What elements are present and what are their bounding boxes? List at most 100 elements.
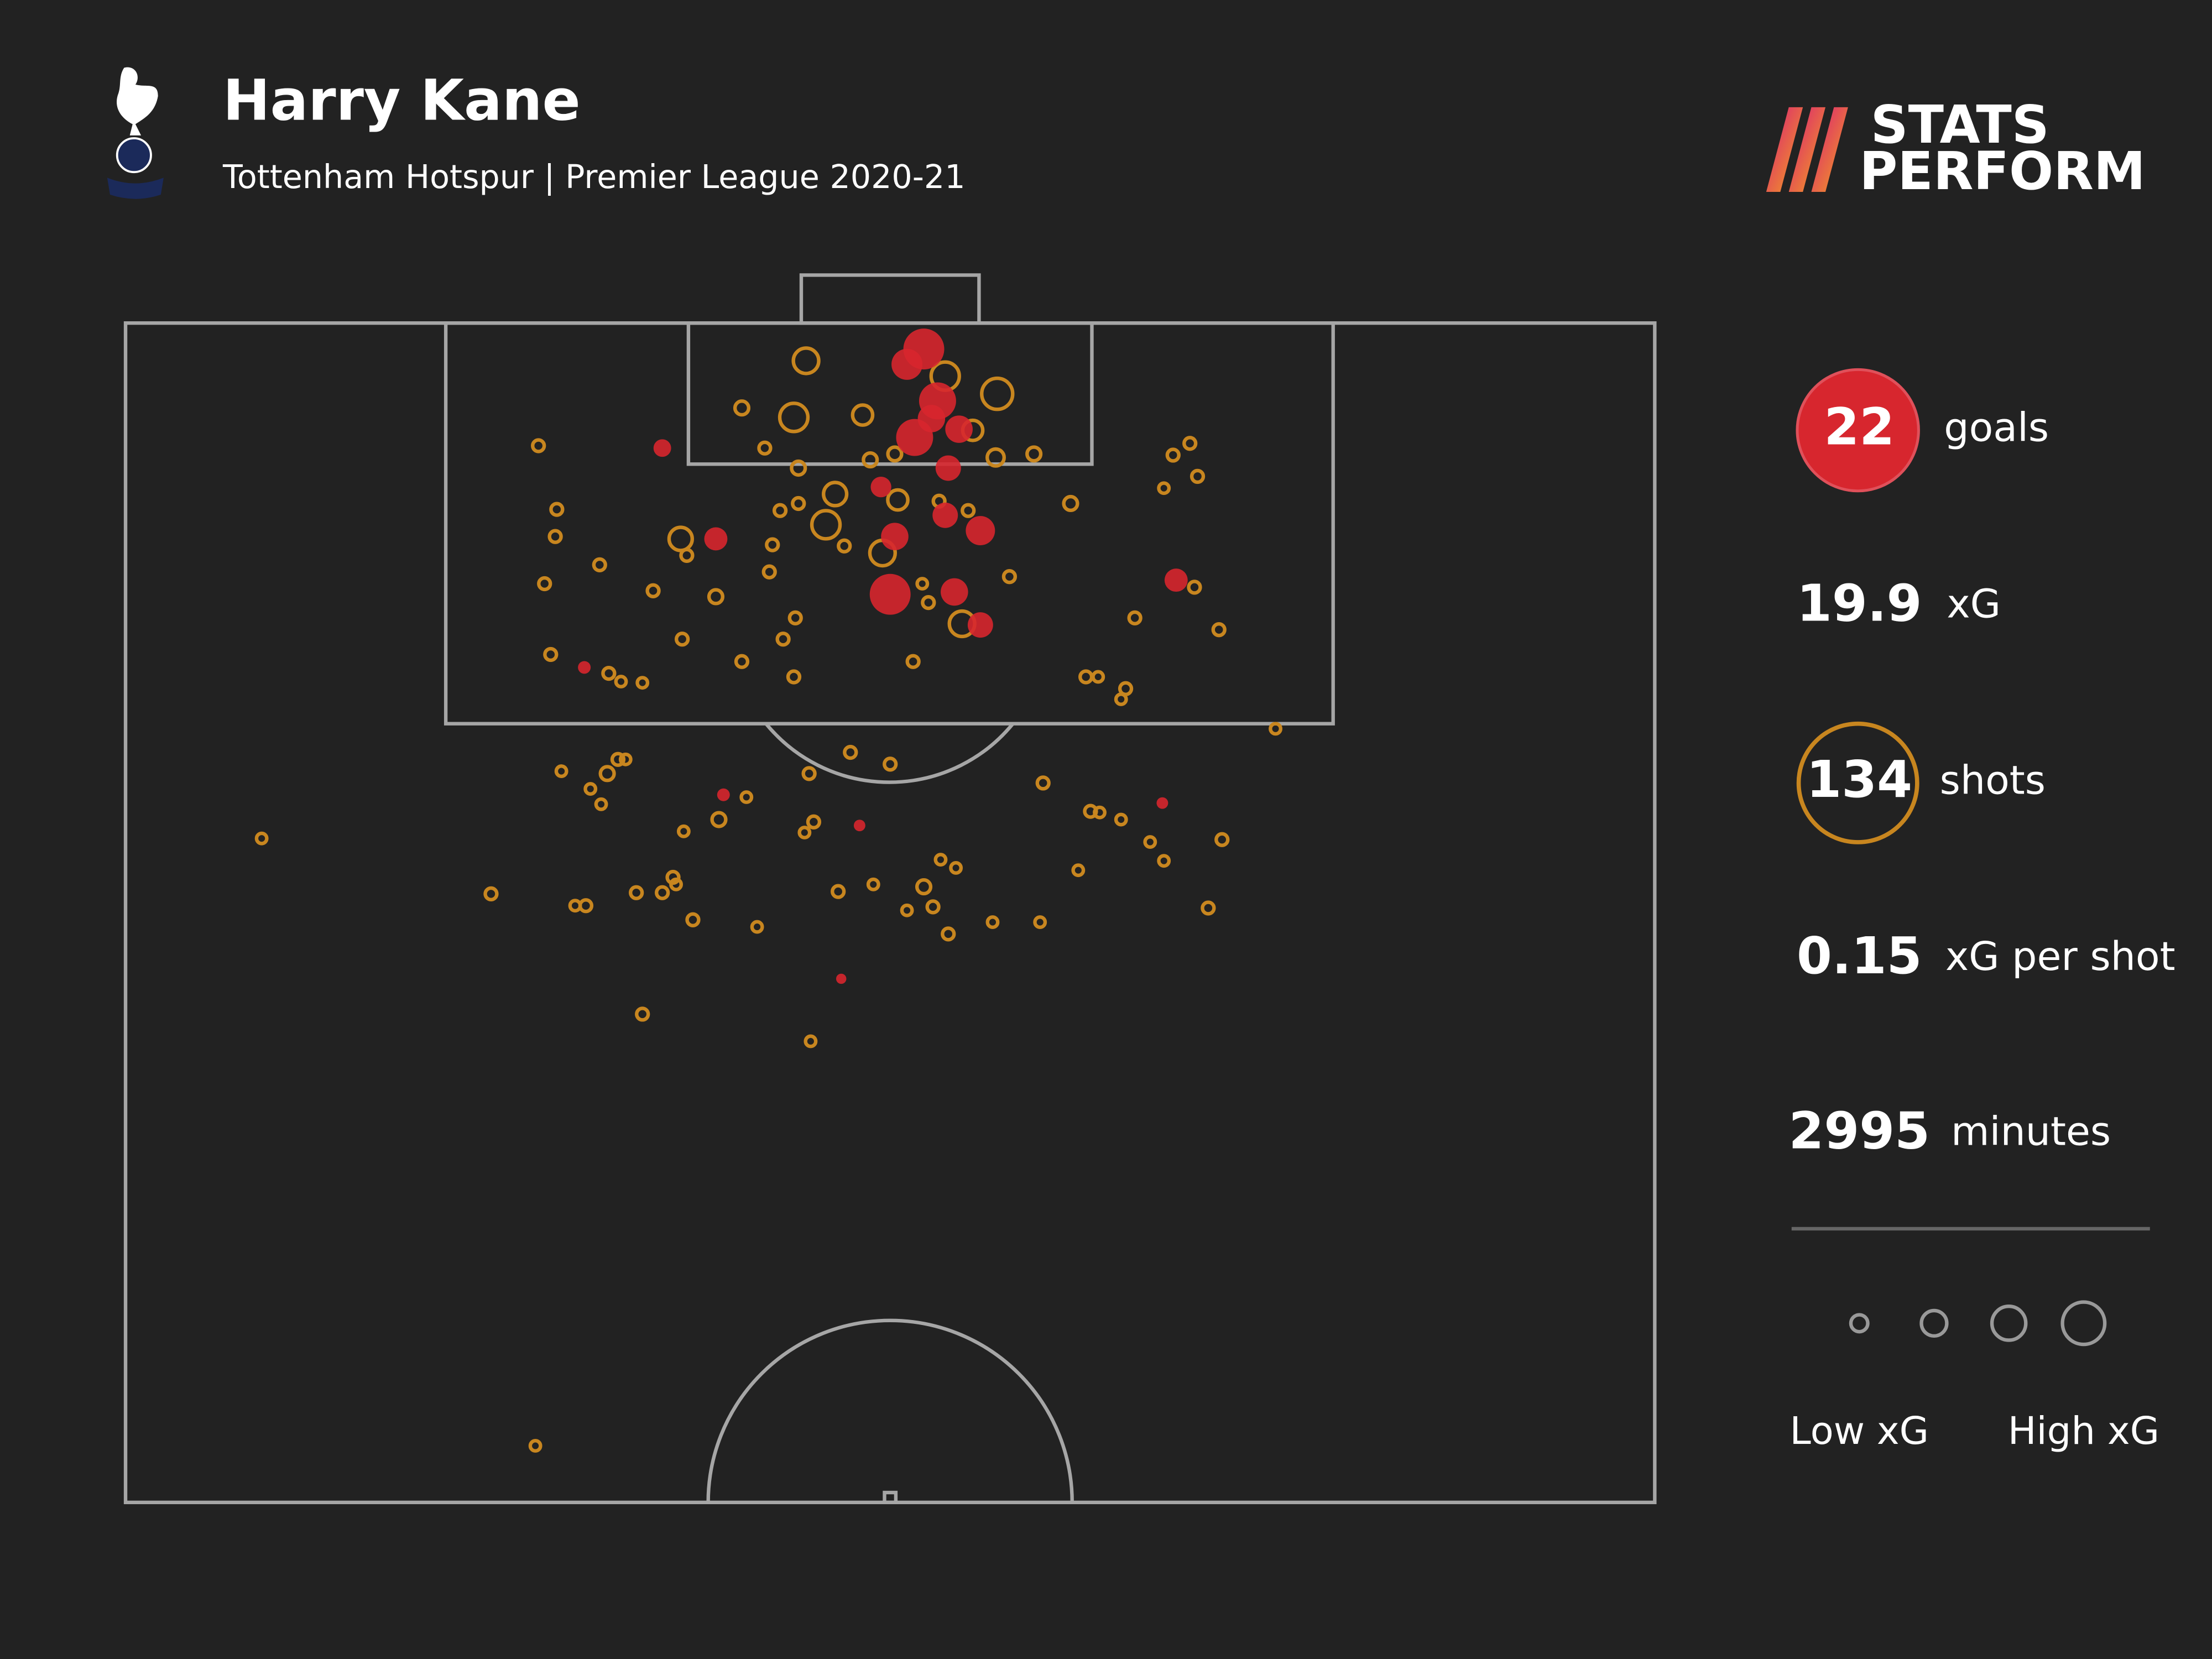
shot: [750, 920, 764, 934]
stat-value: 22: [1824, 397, 1895, 456]
shot: [554, 764, 568, 779]
shot: [843, 744, 858, 760]
shot: [618, 752, 633, 766]
shot: [1182, 436, 1198, 451]
shots-layer: [254, 328, 1282, 1453]
shot: [667, 525, 694, 552]
shot: [921, 594, 936, 611]
shot: [645, 583, 661, 598]
goal-shot: [653, 439, 671, 457]
shot: [531, 438, 546, 453]
shot: [1062, 494, 1079, 513]
shot: [790, 459, 807, 477]
stat-value: 134: [1806, 750, 1912, 809]
goal-shot: [1156, 797, 1168, 809]
shot: [801, 766, 817, 781]
goal-shot: [836, 973, 847, 984]
goal-shot: [704, 527, 728, 551]
brand-line2: PERFORM: [1859, 141, 2146, 202]
shot: [886, 488, 910, 512]
shot: [629, 885, 644, 900]
goal-shot: [853, 820, 865, 832]
title: Harry Kane: [223, 68, 581, 134]
size-legend: Low xG High xG: [1790, 1300, 2159, 1453]
shot: [665, 869, 681, 885]
shot: [791, 495, 806, 512]
shot: [669, 877, 683, 891]
stat-label: xG per shot: [1945, 933, 2176, 979]
brand-logo: STATS PERFORM: [1766, 95, 2146, 202]
shot: [786, 669, 802, 685]
shot: [707, 588, 725, 606]
goal-shot: [932, 502, 958, 528]
legend-circle: [1849, 1313, 1870, 1334]
shot: [822, 481, 849, 508]
shot: [1187, 580, 1202, 595]
shot: [1033, 915, 1047, 929]
goal-shot: [881, 523, 909, 550]
shot: [614, 675, 628, 688]
shot: [757, 440, 773, 456]
shot: [1143, 835, 1157, 849]
goal-shot: [935, 455, 961, 481]
shot: [915, 878, 933, 896]
shot: [1214, 832, 1230, 847]
shot: [734, 654, 750, 669]
shot: [1114, 812, 1128, 827]
shot: [985, 447, 1006, 468]
stat-label: shots: [1940, 757, 2046, 803]
brand-line1: STATS: [1871, 95, 2049, 155]
shot: [961, 503, 976, 518]
shot: [905, 654, 921, 669]
stat-value: 0.15: [1797, 926, 1922, 985]
shot: [483, 886, 499, 902]
shot: [851, 403, 875, 427]
stat-value: 2995: [1788, 1101, 1930, 1160]
goal-shot: [917, 405, 946, 432]
goal-shot: [941, 578, 968, 606]
shot: [804, 1034, 818, 1048]
shot: [254, 831, 269, 846]
shot: [635, 676, 650, 690]
shot: [810, 509, 842, 541]
shot: [883, 757, 898, 772]
shot: [594, 797, 608, 811]
goal-shot: [891, 348, 923, 380]
shot: [765, 537, 780, 552]
goal-shot: [967, 612, 993, 638]
shot: [1093, 805, 1107, 820]
shot: [1211, 622, 1227, 638]
shot: [635, 1006, 650, 1022]
shot: [900, 903, 914, 917]
shot: [791, 346, 821, 375]
goal-shot: [966, 516, 995, 545]
goal-shot: [869, 573, 911, 615]
shot: [578, 898, 594, 914]
shots-badge: [1796, 721, 1919, 844]
shot: [674, 632, 690, 647]
shot: [787, 610, 803, 625]
shot: [831, 884, 846, 899]
shot: [778, 401, 810, 434]
goal-shot: [578, 661, 591, 674]
shot: [1071, 863, 1086, 878]
goals-badge: [1796, 368, 1920, 493]
stat-value: 19.9: [1797, 573, 1922, 633]
legend-circle: [2060, 1300, 2107, 1347]
shot: [1035, 775, 1051, 791]
shot: [537, 576, 552, 592]
shot: [775, 632, 791, 647]
shot: [866, 877, 880, 891]
shot: [583, 782, 598, 796]
shot: [949, 861, 963, 875]
shot: [797, 826, 812, 839]
shot: [601, 665, 617, 681]
shot: [1001, 569, 1018, 585]
shot: [676, 824, 691, 838]
club-crest: [107, 67, 164, 199]
shot: [886, 445, 904, 463]
shot: [710, 811, 728, 828]
